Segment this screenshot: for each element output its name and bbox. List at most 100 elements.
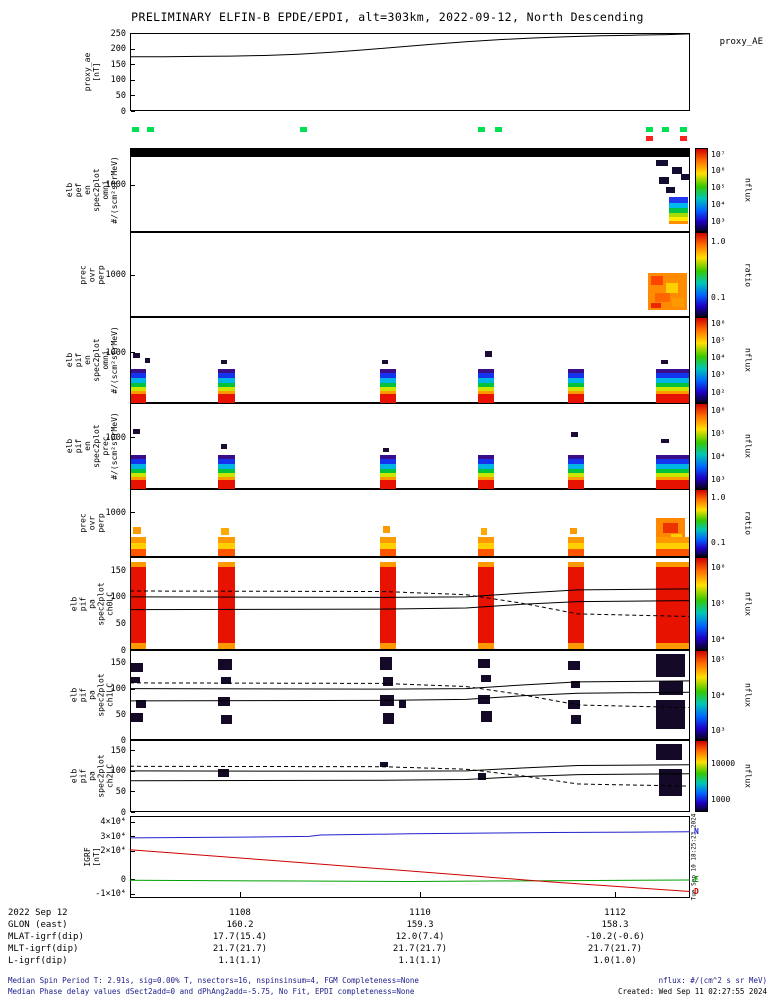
ytick-elb_pif_pa_spec2plot_ch1LC: 0 (120, 735, 126, 746)
elb_pif_en_spec2plot_omni-zone-bar (217, 390, 235, 394)
elb_pif_pa_spec2plot_ch0LC-zone-bar (655, 566, 689, 644)
elb_pif_pa_spec2plot_ch1LC-cell (477, 695, 491, 704)
elb_pif_pa_spec2plot_ch0LC-zone-bar (217, 562, 235, 567)
elb_pif_en_spec2plot_prec-zone-bar (217, 454, 235, 460)
elb_pif_en_spec2plot_omni-zone-bar (379, 393, 396, 403)
colorbar-tick-elb_pef_en_spec2plot_omni: 10⁷ (711, 149, 726, 159)
elb_pif_en_spec2plot_omni-zone-bar (131, 373, 147, 379)
axis-row-time: 2022 Sep 12 1108 1110 1112 (0, 908, 775, 920)
ytick-igrf: 0 (120, 874, 126, 885)
panel-frame-pef_prec_ovr_perp (130, 232, 690, 317)
pif_prec_ovr_perp-zone-bar (567, 548, 585, 557)
elb_pif_en_spec2plot_prec-zone-bar (655, 468, 689, 474)
ytick-elb_pif_pa_spec2plot_ch2LC: 100 (110, 766, 126, 777)
availability-mark-green (679, 127, 687, 132)
elb_pif_en_spec2plot_prec-zone-bar (131, 454, 147, 460)
colorbar-tick-elb_pif_en_spec2plot_prec: 10⁵ (711, 428, 726, 438)
colorbar-tick-elb_pef_en_spec2plot_omni: 10⁴ (711, 200, 726, 210)
colorbar-unit-pef_prec_ovr_perp: ratio (743, 262, 753, 287)
time-tick-label: 1110 (409, 908, 431, 918)
elb_pif_pa_spec2plot_ch1LC-cell (379, 695, 394, 706)
colorbar-tick-elb_pif_pa_spec2plot_ch1LC: 10⁴ (711, 690, 726, 700)
colorbar-tick-elb_pef_en_spec2plot_omni: 10⁶ (711, 166, 726, 176)
ytick-igrf: -1×10⁴ (95, 889, 126, 900)
colorbar-elb_pif_en_spec2plot_prec (695, 403, 708, 489)
elb_pif_en_spec2plot_omni-zone-bar (131, 378, 147, 383)
elb_pif_en_spec2plot_omni-zone-bar (379, 373, 396, 379)
elb_pif_pa_spec2plot_ch1LC-cell (481, 675, 492, 683)
panel-frame-elb_pif_pa_spec2plot_ch2LC (130, 740, 690, 812)
axis-value: 21.7(21.7) (392, 944, 448, 954)
pif_prec_ovr_perp-cell (570, 527, 577, 534)
axis-row-lshell: L-igrf(dip) 1.1(1.1) 1.1(1.1) 1.0(1.0) (0, 956, 775, 968)
ytickmark-igrf (131, 821, 135, 823)
elb_pif_en_spec2plot_omni-zone-bar (477, 378, 494, 383)
elb_pif_en_spec2plot_prec-zone-bar (217, 479, 235, 489)
colorbar-tick-elb_pif_en_spec2plot_omni: 10⁵ (711, 335, 726, 345)
ytickmark-elb_pif_en_spec2plot_omni (131, 352, 135, 354)
elb_pif_en_spec2plot_omni-zone-bar (217, 393, 235, 403)
elb_pif_en_spec2plot_omni-zone-bar (567, 393, 585, 403)
elb_pif_en_spec2plot_omni-zone-bar (217, 387, 235, 391)
elb_pif_pa_spec2plot_ch1LC-cell (655, 653, 685, 677)
elb_pif_en_spec2plot_prec-zone-bar (131, 464, 147, 469)
elb_pif_pa_spec2plot_ch0LC-zone-bar (477, 562, 494, 567)
axis-value: 160.2 (226, 920, 254, 930)
elb_pif_pa_spec2plot_ch0LC-zone-bar (477, 566, 494, 644)
elb_pif_en_spec2plot_prec-zone-bar (477, 473, 494, 477)
ytick-elb_pif_en_spec2plot_omni: 1000 (105, 347, 126, 358)
elb_pif_en_spec2plot_omni-zone-bar (655, 378, 689, 383)
elb_pif_en_spec2plot_omni-zone-bar (131, 387, 147, 391)
elb_pif_pa_spec2plot_ch1LC-cell (131, 662, 144, 672)
axis-row-glon: GLON (east) 160.2 159.3 158.3 (0, 920, 775, 932)
elb_pef_en_spec2plot_omni-cell (658, 177, 669, 185)
colorbar-elb_pef_en_spec2plot_omni (695, 148, 708, 232)
colorbar-elb_pif_en_spec2plot_omni (695, 317, 708, 403)
elb_pif_en_spec2plot_omni-cell (660, 360, 668, 365)
pif_prec_ovr_perp-cell (220, 528, 229, 536)
elb_pef_en_spec2plot_omni-cell (668, 202, 688, 208)
ytick-pef_prec_ovr_perp: 1000 (105, 270, 126, 280)
elb_pif_pa_spec2plot_ch0LC-zone-bar (217, 566, 235, 644)
footer-spin-period: Median Spin Period T: 2.91s, sig=0.00% T… (8, 976, 419, 985)
colorbar-unit-elb_pif_pa_spec2plot_ch0LC: nflux (743, 591, 753, 616)
availability-mark-green (478, 127, 486, 132)
elb_pif_en_spec2plot_omni-zone-bar (567, 373, 585, 379)
elb_pif_pa_spec2plot_ch1LC-cell (655, 700, 685, 730)
elb_pif_en_spec2plot_prec-zone-bar (217, 464, 235, 469)
ytick-elb_pif_pa_spec2plot_ch0LC: 0 (120, 645, 126, 656)
elb_pif_en_spec2plot_omni-cell (220, 360, 228, 365)
colorbar-tick-elb_pef_en_spec2plot_omni: 10³ (711, 216, 726, 226)
colorbar-unit-elb_pif_pa_spec2plot_ch2LC: nflux (743, 763, 753, 789)
elb_pef_en_spec2plot_omni-cell (672, 167, 683, 175)
colorbar-elb_pif_pa_spec2plot_ch0LC (695, 557, 708, 650)
elb_pif_en_spec2plot_omni-zone-bar (477, 382, 494, 388)
series-label-N: N (694, 826, 699, 836)
elb_pif_pa_spec2plot_ch0LC-zone-bar (567, 566, 585, 644)
footer-created-timestamp: Created: Wed Sep 11 02:27:55 2024 (617, 987, 767, 996)
elb_pif_en_spec2plot_omni-zone-bar (477, 393, 494, 403)
colorbar-unit-elb_pif_pa_spec2plot_ch1LC: nflux (743, 682, 753, 708)
elb_pif_en_spec2plot_omni-zone-bar (567, 390, 585, 394)
colorbar-unit-pif_prec_ovr_perp: ratio (743, 510, 753, 536)
colorbar-tick-elb_pif_pa_spec2plot_ch0LC: 10⁶ (711, 562, 726, 572)
ytick-elb_pef_en_spec2plot_omni: 1000 (105, 180, 126, 191)
time-tick-label: 1108 (229, 908, 251, 918)
elb_pif_en_spec2plot_prec-zone-bar (477, 479, 494, 489)
elb_pif_en_spec2plot_prec-zone-bar (379, 479, 396, 489)
elb_pif_en_spec2plot_omni-zone-bar (217, 378, 235, 383)
elb_pif_pa_spec2plot_ch1LC-cell (571, 714, 582, 724)
panel-frame-proxy_ae (130, 33, 690, 111)
elb_pef_en_spec2plot_omni-cell (681, 174, 689, 180)
ytickmark-pif_prec_ovr_perp (131, 512, 135, 514)
elb_pif_en_spec2plot_omni-zone-bar (655, 393, 689, 403)
elb_pif_pa_spec2plot_ch2LC-cell (477, 773, 486, 781)
elb_pif_en_spec2plot_prec-zone-bar (655, 464, 689, 469)
availability-mark-green (300, 127, 308, 132)
axis-value: 1.1(1.1) (218, 956, 262, 966)
ytick-proxy_ae: 0 (120, 106, 126, 117)
elb_pif_en_spec2plot_prec-zone-bar (131, 473, 147, 477)
elb_pif_en_spec2plot_omni-zone-bar (131, 368, 147, 374)
elb_pif_en_spec2plot_prec-zone-bar (217, 476, 235, 480)
